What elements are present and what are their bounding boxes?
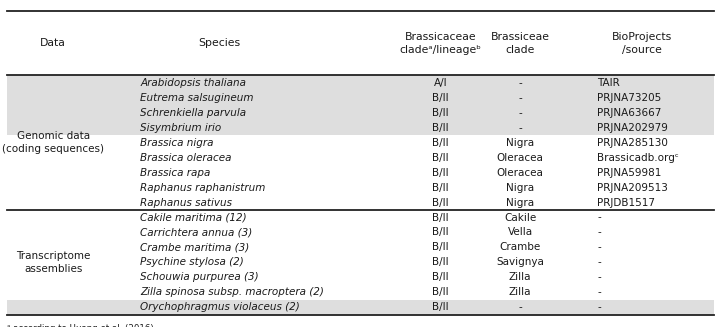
Text: Zilla: Zilla xyxy=(509,272,531,282)
Text: PRJNA63667: PRJNA63667 xyxy=(597,108,662,118)
Text: Nigra: Nigra xyxy=(506,182,534,193)
Text: -: - xyxy=(597,213,601,222)
Text: B/II: B/II xyxy=(432,108,448,118)
Text: PRJDB1517: PRJDB1517 xyxy=(597,198,655,208)
Text: -: - xyxy=(597,302,601,312)
Text: B/II: B/II xyxy=(432,213,448,222)
Text: PRJNA285130: PRJNA285130 xyxy=(597,138,668,148)
Text: Vella: Vella xyxy=(508,228,533,237)
Text: B/II: B/II xyxy=(432,302,448,312)
Text: B/II: B/II xyxy=(432,182,448,193)
Text: Carrichtera annua (3): Carrichtera annua (3) xyxy=(140,228,252,237)
Text: Oleracea: Oleracea xyxy=(497,153,544,163)
Text: -: - xyxy=(597,242,601,252)
Text: Psychine stylosa (2): Psychine stylosa (2) xyxy=(140,257,244,267)
Text: Species: Species xyxy=(198,38,240,48)
Bar xyxy=(7,75,714,90)
Text: Genomic data
(coding sequences): Genomic data (coding sequences) xyxy=(2,131,104,154)
Text: ᵃ according to Huang et al. (2016): ᵃ according to Huang et al. (2016) xyxy=(7,324,154,327)
Bar xyxy=(7,105,714,120)
Text: -: - xyxy=(597,272,601,282)
Text: Zilla: Zilla xyxy=(509,287,531,297)
Text: PRJNA202979: PRJNA202979 xyxy=(597,123,668,133)
Text: -: - xyxy=(518,123,522,133)
Text: Brassica nigra: Brassica nigra xyxy=(140,138,213,148)
Text: -: - xyxy=(518,93,522,103)
Text: Sisymbrium irio: Sisymbrium irio xyxy=(140,123,221,133)
Text: B/II: B/II xyxy=(432,272,448,282)
Bar xyxy=(7,90,714,105)
Text: B/II: B/II xyxy=(432,93,448,103)
Text: TAIR: TAIR xyxy=(597,78,620,88)
Text: -: - xyxy=(597,228,601,237)
Text: -: - xyxy=(597,287,601,297)
Text: Arabidopsis thaliana: Arabidopsis thaliana xyxy=(140,78,246,88)
Text: BioProjects
/source: BioProjects /source xyxy=(611,32,672,55)
Text: Eutrema salsugineum: Eutrema salsugineum xyxy=(140,93,254,103)
Text: B/II: B/II xyxy=(432,153,448,163)
Text: Nigra: Nigra xyxy=(506,138,534,148)
Text: Data: Data xyxy=(40,38,66,48)
Text: Brassica rapa: Brassica rapa xyxy=(140,168,211,178)
Text: B/II: B/II xyxy=(432,228,448,237)
Text: -: - xyxy=(518,108,522,118)
Bar xyxy=(7,120,714,135)
Text: Raphanus raphanistrum: Raphanus raphanistrum xyxy=(140,182,265,193)
Text: -: - xyxy=(597,257,601,267)
Text: Cakile maritima (12): Cakile maritima (12) xyxy=(140,213,247,222)
Text: Savignya: Savignya xyxy=(496,257,544,267)
Text: B/II: B/II xyxy=(432,287,448,297)
Text: PRJNA59981: PRJNA59981 xyxy=(597,168,662,178)
Text: Orychophragmus violaceus (2): Orychophragmus violaceus (2) xyxy=(140,302,300,312)
Text: -: - xyxy=(518,78,522,88)
Text: Transcriptome
assemblies: Transcriptome assemblies xyxy=(16,251,90,274)
Text: PRJNA209513: PRJNA209513 xyxy=(597,182,668,193)
Text: Crambe maritima (3): Crambe maritima (3) xyxy=(140,242,249,252)
Text: Schouwia purpurea (3): Schouwia purpurea (3) xyxy=(140,272,259,282)
Text: Crambe: Crambe xyxy=(500,242,541,252)
Text: B/II: B/II xyxy=(432,198,448,208)
Text: A/I: A/I xyxy=(433,78,447,88)
Text: B/II: B/II xyxy=(432,242,448,252)
Text: B/II: B/II xyxy=(432,168,448,178)
Text: B/II: B/II xyxy=(432,123,448,133)
Text: Zilla spinosa subsp. macroptera (2): Zilla spinosa subsp. macroptera (2) xyxy=(140,287,324,297)
Text: B/II: B/II xyxy=(432,138,448,148)
Text: PRJNA73205: PRJNA73205 xyxy=(597,93,661,103)
Text: Nigra: Nigra xyxy=(506,198,534,208)
Text: Brassicaceae
cladeᵃ/lineageᵇ: Brassicaceae cladeᵃ/lineageᵇ xyxy=(399,32,482,55)
Text: Brassiceae
clade: Brassiceae clade xyxy=(491,32,549,55)
Text: Cakile: Cakile xyxy=(504,213,536,222)
Text: Brassicadb.orgᶜ: Brassicadb.orgᶜ xyxy=(597,153,679,163)
Text: Brassica oleracea: Brassica oleracea xyxy=(140,153,231,163)
Text: B/II: B/II xyxy=(432,257,448,267)
Text: -: - xyxy=(518,302,522,312)
Text: Oleracea: Oleracea xyxy=(497,168,544,178)
Text: Raphanus sativus: Raphanus sativus xyxy=(140,198,232,208)
Bar xyxy=(7,300,714,315)
Text: Schrenkiella parvula: Schrenkiella parvula xyxy=(140,108,246,118)
